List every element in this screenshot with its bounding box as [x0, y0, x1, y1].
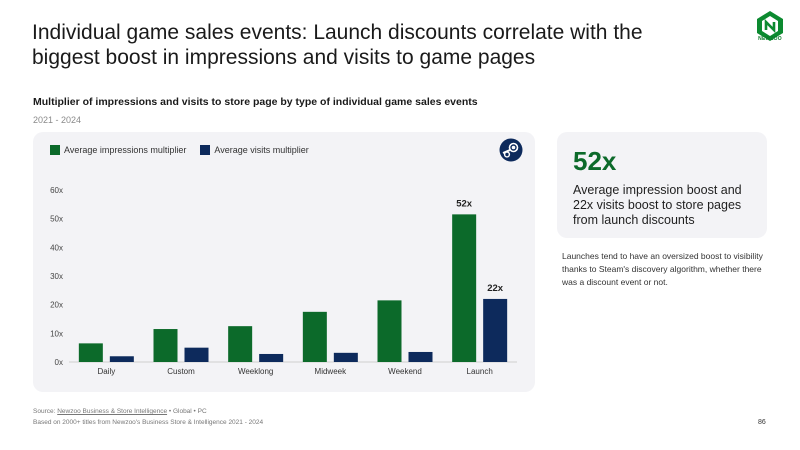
chart-years: 2021 - 2024: [33, 115, 82, 125]
x-tick-label: Custom: [167, 367, 195, 376]
x-tick-label: Midweek: [315, 367, 348, 376]
legend-swatch-impressions: [50, 145, 60, 155]
y-tick-label: 40x: [50, 243, 63, 252]
source-line: Source: Newzoo Business & Store Intellig…: [33, 408, 207, 415]
bar-impressions-weekend: [377, 300, 402, 362]
chart-panel: [33, 132, 535, 392]
y-tick-label: 20x: [50, 301, 63, 310]
legend-swatch-visits: [200, 145, 211, 155]
callout-text: Average impression boost and 22x visits …: [573, 183, 742, 227]
legend-item-impressions: Average impressions multiplier: [50, 145, 186, 155]
data-label: 22x: [487, 283, 504, 294]
bar-visits-weeklong: [259, 353, 284, 362]
y-tick-label: 10x: [50, 329, 63, 338]
page-number: 86: [758, 419, 766, 426]
source-suffix: • Global • PC: [167, 408, 207, 415]
chart-subtitle: Multiplier of impressions and visits to …: [33, 96, 478, 108]
bar-visits-weekend: [408, 351, 433, 362]
bar-impressions-launch: [452, 214, 477, 362]
y-tick-label: 30x: [50, 272, 63, 281]
data-label: 52x: [456, 198, 473, 209]
y-tick-label: 0x: [55, 358, 63, 367]
callout-value: 52x: [573, 146, 617, 176]
bar-visits-launch: [483, 298, 508, 362]
newzoo-logo-icon: [757, 11, 783, 41]
steam-icon: [499, 138, 523, 162]
bar-visits-midweek: [333, 352, 358, 362]
bar-impressions-weeklong: [228, 326, 253, 362]
logo-text: NEWZOO: [758, 36, 782, 42]
bar-impressions-daily: [78, 343, 103, 362]
side-note: Launches tend to have an oversized boost…: [562, 251, 763, 287]
x-tick-label: Weekend: [388, 367, 422, 376]
page-title: Individual game sales events: Launch dis…: [32, 21, 643, 69]
bar-visits-daily: [109, 356, 134, 362]
legend-label-visits: Average visits multiplier: [214, 145, 309, 155]
bar-impressions-custom: [153, 329, 178, 362]
legend-label-impressions: Average impressions multiplier: [64, 145, 187, 155]
basis-line: Based on 2000+ titles from Newzoo's Busi…: [33, 419, 264, 426]
x-tick-label: Weeklong: [238, 367, 273, 376]
source-prefix: Source:: [33, 408, 58, 415]
chart-legend: Average impressions multiplier Average v…: [50, 145, 323, 155]
x-tick-label: Daily: [97, 367, 115, 376]
source-link[interactable]: Newzoo Business & Store Intelligence: [57, 408, 168, 415]
bar-impressions-midweek: [302, 311, 327, 362]
y-tick-label: 50x: [50, 215, 63, 224]
callout-card: [557, 132, 767, 238]
y-tick-label: 60x: [50, 186, 63, 195]
bar-chart: 0x 10x 20x 30x 40x 50x 60x Daily Custom Weeklong M…: [50, 186, 517, 376]
bar-visits-custom: [184, 347, 209, 362]
legend-item-visits: Average visits multiplier: [200, 145, 309, 155]
x-tick-label: Launch: [467, 367, 493, 376]
